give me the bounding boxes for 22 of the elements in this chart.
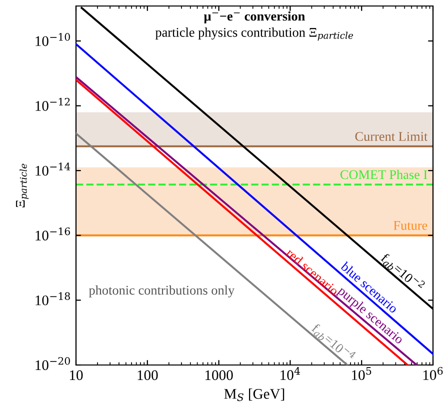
y-tick-label: 10$^{−12}$ — [36, 98, 70, 111]
y-axis-title: Ξ$_{particle}$ — [16, 164, 29, 208]
x-tick-label: 10$^{5}$ — [352, 367, 372, 380]
x-axis-title: M$_{S}$ [GeV] — [224, 388, 284, 402]
y-tick-label: 10$^{−20}$ — [36, 357, 70, 370]
chart-title: μ$^{−}$−e$^{−}$ conversion — [204, 11, 305, 24]
ref-line-label: COMET Phase I — [340, 170, 428, 180]
text: particle physics contribution Ξ$_{particle}$ — [155, 28, 354, 41]
annotation: photonic contributions only — [88, 285, 235, 298]
text: f$_{ab}$=10$^{−2}$ — [380, 252, 426, 288]
y-tick-label: 10$^{−14}$ — [36, 162, 70, 176]
y-tick-label: 10$^{−16}$ — [36, 227, 70, 240]
x-tick-label: 10 — [70, 370, 83, 380]
x-tick-label: 10$^{4}$ — [280, 367, 300, 380]
ref-line-label: Future — [394, 221, 428, 230]
y-tick-label: 10$^{−10}$ — [36, 33, 70, 46]
x-tick-label: 10$^{6}$ — [423, 367, 443, 380]
x-tick-label: 100 — [138, 370, 158, 380]
text: f$_{ab}$=10$^{−4}$ — [310, 321, 357, 364]
y-tick-label: 10$^{−18}$ — [36, 292, 70, 306]
x-tick-label: 1000 — [206, 370, 233, 380]
ref-line-label: Current Limit — [355, 132, 428, 141]
